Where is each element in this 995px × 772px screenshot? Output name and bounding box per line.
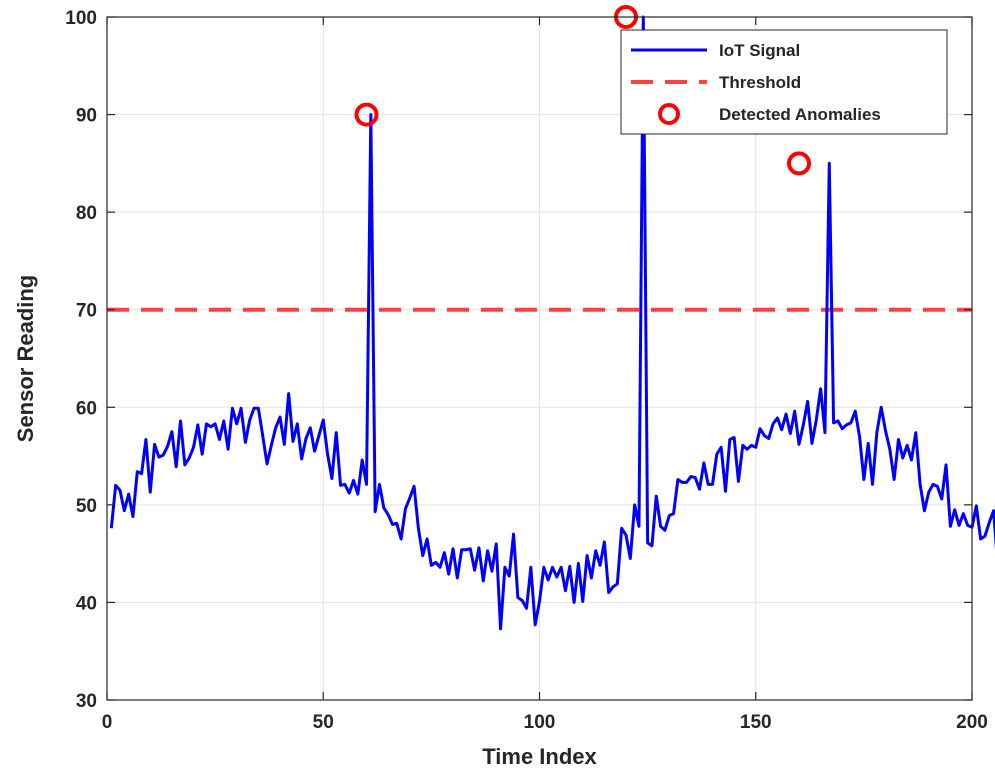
y-tick-label: 30 — [76, 691, 97, 712]
x-tick-label: 150 — [740, 712, 772, 733]
x-axis-label: Time Index — [482, 744, 597, 769]
legend: IoT Signal Threshold Detected Anomalies — [620, 29, 948, 135]
y-tick-label: 80 — [76, 203, 97, 224]
legend-label-signal: IoT Signal — [719, 41, 800, 60]
y-tick-label: 40 — [76, 593, 97, 614]
series-layer — [109, 15, 995, 631]
x-tick-label: 100 — [524, 712, 556, 733]
y-tick-label: 60 — [76, 398, 97, 419]
anomaly-marker — [787, 151, 811, 176]
y-tick-label: 50 — [76, 496, 97, 517]
x-tick-label: 0 — [102, 712, 113, 733]
y-tick-label: 90 — [76, 106, 97, 127]
tick-labels: 0 50 100 150 200 30 40 50 60 70 80 90 100 — [65, 8, 988, 733]
iot-signal-line — [109, 15, 995, 631]
x-tick-label: 200 — [956, 712, 988, 733]
legend-anomaly-swatch — [658, 103, 680, 125]
anomaly-marker — [354, 102, 379, 127]
y-tick-label: 70 — [76, 301, 97, 322]
axes — [106, 16, 973, 701]
legend-label-anomalies: Detected Anomalies — [719, 105, 881, 124]
x-tick-label: 50 — [313, 712, 334, 733]
legend-label-threshold: Threshold — [719, 73, 801, 92]
y-tick-label: 100 — [65, 8, 97, 29]
y-axis-label: Sensor Reading — [13, 275, 38, 442]
